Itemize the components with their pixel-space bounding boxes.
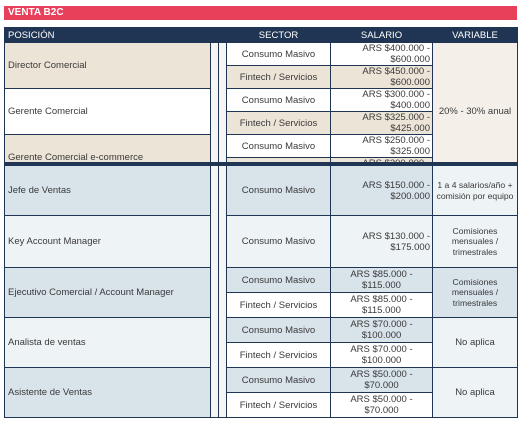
salary-cell: ARS $85.000 - $115.000 — [330, 267, 433, 293]
salary-cell: ARS $70.000 - $100.000 — [330, 342, 433, 368]
variable-header: VARIABLE — [432, 27, 518, 43]
sector-cell: Consumo Masivo — [226, 42, 331, 66]
salary-cell: ARS $250.000 - $325.000 — [330, 134, 433, 158]
salary-cell: ARS $450.000 - $600.000 — [330, 65, 433, 89]
table-row: Analista de ventas Consumo Masivo ARS $7… — [4, 317, 518, 368]
sector-cell: Fintech / Servicios — [226, 392, 331, 418]
salary-header: SALARIO — [330, 27, 433, 43]
table-row: Jefe de Ventas Consumo Masivo ARS $150.0… — [4, 165, 518, 418]
table-row: Fintech / Servicios ARS $325.000 - $425.… — [5, 111, 518, 135]
table-row: Ejecutivo Comercial / Account Manager Co… — [4, 267, 518, 318]
sector-header: SECTOR — [226, 27, 331, 43]
sector-cell: Fintech / Servicios — [226, 65, 331, 89]
sector-cell: Consumo Masivo — [226, 215, 331, 268]
header-spacer — [210, 27, 219, 43]
senior-positions-table: POSICIÓN SECTOR SALARIO VARIABLE Directo… — [4, 27, 518, 181]
sector-cell: Consumo Masivo — [226, 134, 331, 158]
salary-cell: ARS $70.000 - $100.000 — [330, 317, 433, 343]
sector-cell: Fintech / Servicios — [226, 111, 331, 135]
sector-cell: Consumo Masivo — [226, 267, 331, 293]
position-cell: Gerente Comercial — [4, 88, 211, 135]
position-cell: Director Comercial — [4, 42, 211, 89]
divider — [210, 165, 219, 418]
salary-cell: ARS $50.000 - $70.000 — [330, 367, 433, 393]
position-cell: Asistente de Ventas — [4, 367, 211, 418]
salary-cell: ARS $325.000 - $425.000 — [330, 111, 433, 135]
salary-cell: ARS $400.000 - $600.000 — [330, 42, 433, 66]
variable-cell: 1 a 4 salarios/año + comisión por equipo — [432, 165, 518, 216]
salary-cell: ARS $130.000 - $175.000 — [330, 215, 433, 268]
position-header: POSICIÓN — [4, 27, 211, 43]
position-cell: Analista de ventas — [4, 317, 211, 368]
table-row: Fintech / Servicios ARS $85.000 - $115.0… — [5, 292, 518, 318]
sector-cell: Consumo Masivo — [226, 317, 331, 343]
variable-cell: Comisiones mensuales / trimestrales — [432, 267, 518, 318]
position-cell: Jefe de Ventas — [4, 165, 211, 216]
table-row: Asistente de Ventas Consumo Masivo ARS $… — [4, 367, 518, 418]
divider — [210, 42, 219, 181]
sector-cell: Fintech / Servicios — [226, 292, 331, 318]
variable-cell: No aplica — [432, 317, 518, 368]
header-row: POSICIÓN SECTOR SALARIO VARIABLE — [4, 27, 518, 43]
table-row: Gerente Comercial Consumo Masivo ARS $30… — [4, 88, 518, 135]
position-cell: Ejecutivo Comercial / Account Manager — [4, 267, 211, 318]
salary-cell: ARS $50.000 - $70.000 — [330, 392, 433, 418]
sector-cell: Consumo Masivo — [226, 88, 331, 112]
position-cell: Key Account Manager — [4, 215, 211, 268]
divider — [218, 42, 227, 181]
salary-cell: ARS $300.000 - $400.000 — [330, 88, 433, 112]
sector-cell: Fintech / Servicios — [226, 342, 331, 368]
table-row: Director Comercial Consumo Masivo ARS $4… — [4, 42, 518, 181]
table-row: Fintech / Servicios ARS $450.000 - $600.… — [5, 65, 518, 89]
variable-cell: No aplica — [432, 367, 518, 418]
header-spacer — [218, 27, 227, 43]
table-row: Key Account Manager Consumo Masivo ARS $… — [4, 215, 518, 268]
variable-cell: 20% - 30% anual — [432, 42, 518, 181]
section-title: VENTA B2C — [4, 6, 517, 20]
divider — [218, 165, 227, 418]
sector-cell: Consumo Masivo — [226, 165, 331, 216]
salary-cell: ARS $85.000 - $115.000 — [330, 292, 433, 318]
salary-cell: ARS $150.000 - $200.000 — [330, 165, 433, 216]
table-row: Fintech / Servicios ARS $50.000 - $70.00… — [5, 392, 518, 418]
variable-cell: Comisiones mensuales / trimestrales — [432, 215, 518, 268]
junior-positions-table: Jefe de Ventas Consumo Masivo ARS $150.0… — [4, 162, 518, 418]
sector-cell: Consumo Masivo — [226, 367, 331, 393]
